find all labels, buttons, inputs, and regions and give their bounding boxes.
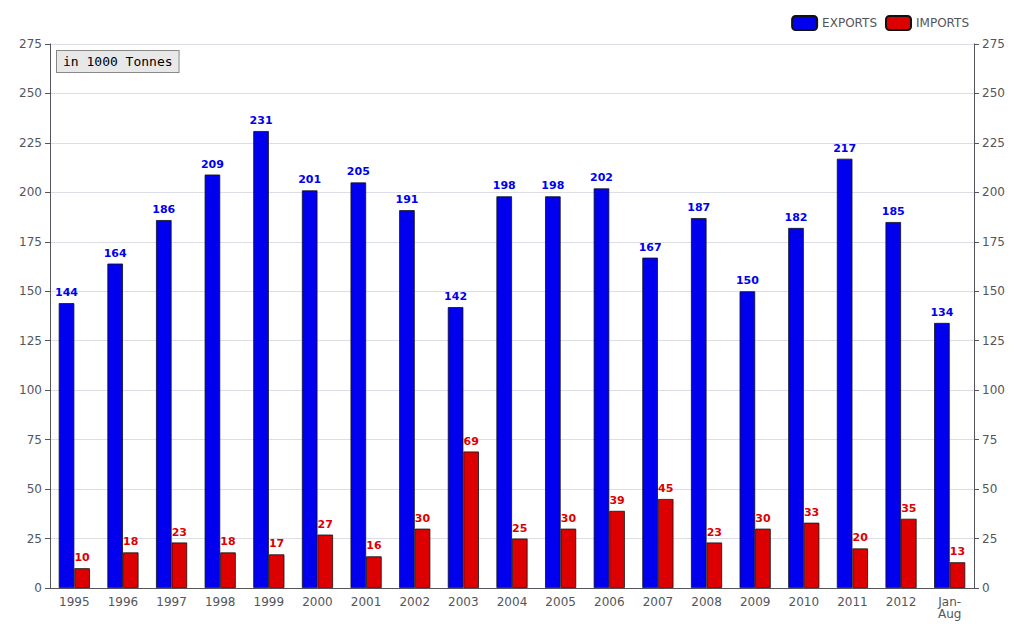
- svg-text:250: 250: [982, 86, 1005, 100]
- svg-text:150: 150: [736, 274, 759, 287]
- svg-text:275: 275: [19, 37, 42, 51]
- svg-text:164: 164: [104, 247, 127, 260]
- svg-text:1998: 1998: [205, 595, 236, 609]
- svg-text:2001: 2001: [351, 595, 382, 609]
- svg-text:23: 23: [172, 526, 187, 539]
- svg-text:0: 0: [34, 581, 42, 595]
- svg-text:75: 75: [982, 433, 997, 447]
- svg-text:198: 198: [541, 179, 564, 192]
- svg-text:25: 25: [27, 532, 42, 546]
- svg-text:2012: 2012: [886, 595, 917, 609]
- svg-text:275: 275: [982, 37, 1005, 51]
- svg-text:2003: 2003: [448, 595, 479, 609]
- svg-text:2007: 2007: [643, 595, 674, 609]
- svg-text:27: 27: [318, 518, 333, 531]
- svg-text:2004: 2004: [497, 595, 528, 609]
- svg-text:50: 50: [27, 482, 42, 496]
- svg-text:69: 69: [463, 435, 478, 448]
- svg-text:231: 231: [250, 114, 273, 127]
- svg-text:30: 30: [415, 512, 431, 525]
- svg-text:2000: 2000: [302, 595, 333, 609]
- svg-text:185: 185: [882, 205, 905, 218]
- svg-text:1997: 1997: [156, 595, 187, 609]
- svg-text:167: 167: [639, 241, 662, 254]
- svg-text:217: 217: [833, 142, 856, 155]
- svg-text:2011: 2011: [837, 595, 868, 609]
- svg-text:144: 144: [55, 286, 78, 299]
- svg-text:209: 209: [201, 158, 224, 171]
- svg-text:191: 191: [395, 193, 418, 206]
- svg-text:18: 18: [123, 535, 138, 548]
- svg-text:0: 0: [982, 581, 990, 595]
- svg-text:16: 16: [366, 539, 382, 552]
- svg-text:20: 20: [853, 531, 869, 544]
- svg-text:150: 150: [19, 284, 42, 298]
- svg-text:198: 198: [493, 179, 516, 192]
- svg-text:2002: 2002: [399, 595, 430, 609]
- svg-text:75: 75: [27, 433, 42, 447]
- svg-text:2005: 2005: [545, 595, 576, 609]
- svg-text:142: 142: [444, 290, 467, 303]
- svg-text:125: 125: [19, 334, 42, 348]
- svg-text:125: 125: [982, 334, 1005, 348]
- svg-text:1999: 1999: [254, 595, 285, 609]
- svg-text:175: 175: [982, 235, 1005, 249]
- svg-text:39: 39: [609, 494, 624, 507]
- svg-text:30: 30: [755, 512, 771, 525]
- svg-text:2006: 2006: [594, 595, 625, 609]
- svg-text:13: 13: [950, 545, 965, 558]
- svg-text:Jan-: Jan-: [938, 595, 962, 609]
- svg-text:202: 202: [590, 171, 613, 184]
- svg-text:1996: 1996: [108, 595, 139, 609]
- svg-text:Aug: Aug: [938, 607, 961, 621]
- svg-text:25: 25: [512, 522, 527, 535]
- svg-text:10: 10: [74, 551, 90, 564]
- svg-text:200: 200: [982, 185, 1005, 199]
- svg-text:250: 250: [19, 86, 42, 100]
- svg-text:IMPORTS: IMPORTS: [916, 16, 969, 30]
- svg-text:17: 17: [269, 537, 284, 550]
- svg-text:225: 225: [982, 136, 1005, 150]
- svg-text:187: 187: [687, 201, 710, 214]
- svg-text:25: 25: [982, 532, 997, 546]
- svg-text:200: 200: [19, 185, 42, 199]
- svg-text:100: 100: [19, 383, 42, 397]
- svg-text:2009: 2009: [740, 595, 771, 609]
- svg-text:50: 50: [982, 482, 997, 496]
- svg-text:201: 201: [298, 173, 321, 186]
- svg-text:45: 45: [658, 482, 673, 495]
- svg-text:186: 186: [152, 203, 175, 216]
- svg-text:33: 33: [804, 506, 819, 519]
- svg-text:2010: 2010: [789, 595, 820, 609]
- svg-text:in 1000 Tonnes: in 1000 Tonnes: [63, 54, 173, 69]
- svg-text:35: 35: [901, 502, 916, 515]
- svg-text:175: 175: [19, 235, 42, 249]
- svg-text:23: 23: [707, 526, 722, 539]
- svg-text:205: 205: [347, 165, 370, 178]
- svg-text:134: 134: [930, 306, 953, 319]
- svg-text:30: 30: [561, 512, 577, 525]
- svg-text:1995: 1995: [59, 595, 90, 609]
- svg-text:18: 18: [220, 535, 235, 548]
- svg-text:182: 182: [785, 211, 808, 224]
- svg-text:150: 150: [982, 284, 1005, 298]
- svg-text:100: 100: [982, 383, 1005, 397]
- svg-text:2008: 2008: [691, 595, 722, 609]
- svg-text:225: 225: [19, 136, 42, 150]
- svg-text:EXPORTS: EXPORTS: [822, 16, 877, 30]
